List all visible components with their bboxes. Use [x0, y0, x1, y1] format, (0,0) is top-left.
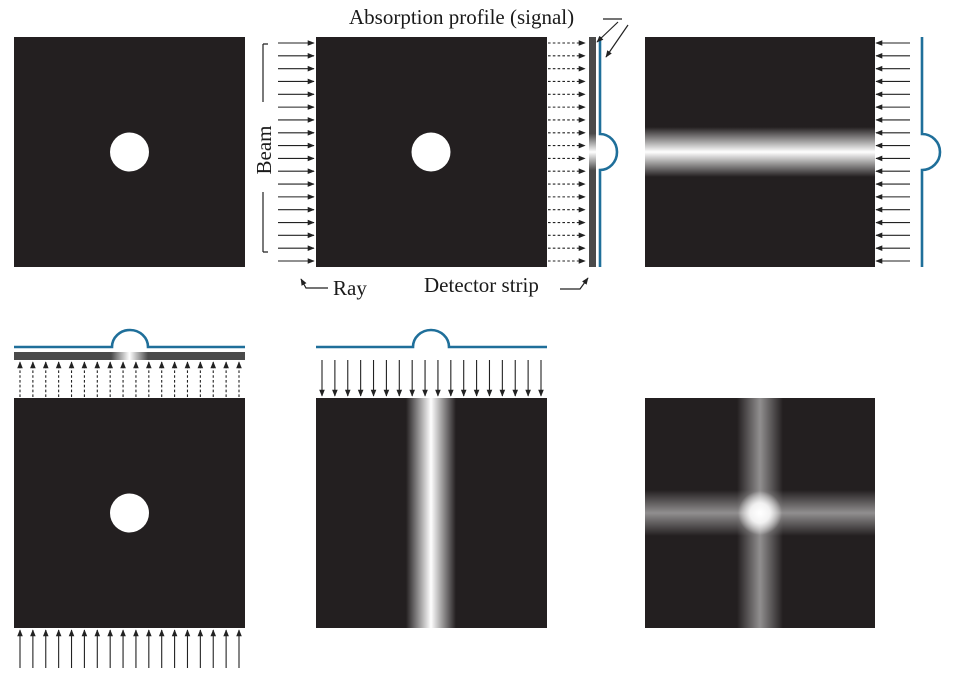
horizontal-band [645, 127, 875, 177]
absorption-label: Absorption profile (signal) [349, 5, 574, 29]
panel-horizontal-backprojection [645, 37, 942, 267]
beam-bracket [262, 43, 268, 253]
detector-label: Detector strip [424, 273, 539, 297]
detector-leader [560, 277, 589, 290]
absorption-profile [598, 37, 619, 267]
absorption-arrow-2 [605, 24, 629, 58]
overlap-spot [738, 491, 782, 535]
beam-label: Beam [252, 126, 276, 175]
ray-leader [300, 278, 328, 289]
object-disk [411, 132, 451, 172]
panel-vertical-projection [14, 328, 245, 668]
panel-object [14, 37, 245, 267]
transmitted-rays [17, 361, 242, 397]
panel-summed-backprojection [645, 398, 875, 628]
panel-vertical-backprojection [316, 328, 547, 628]
absorption-profile [920, 37, 942, 267]
backprojection-rays [319, 360, 544, 397]
backprojection-rays [875, 40, 910, 264]
absorption-arrow-1 [596, 21, 619, 43]
panel-horizontal-projection: Beam Ray Detector strip Absorption profi… [252, 5, 629, 300]
absorption-profile [14, 328, 245, 349]
transmitted-rays [548, 40, 586, 264]
incoming-rays [278, 40, 315, 264]
vertical-band [406, 398, 456, 628]
detector-strip [14, 352, 245, 360]
absorption-profile [316, 328, 547, 349]
incoming-rays [17, 629, 242, 668]
object-disk [110, 493, 149, 533]
object-disk [110, 132, 149, 172]
ray-label: Ray [333, 276, 367, 300]
detector-strip [589, 37, 596, 267]
